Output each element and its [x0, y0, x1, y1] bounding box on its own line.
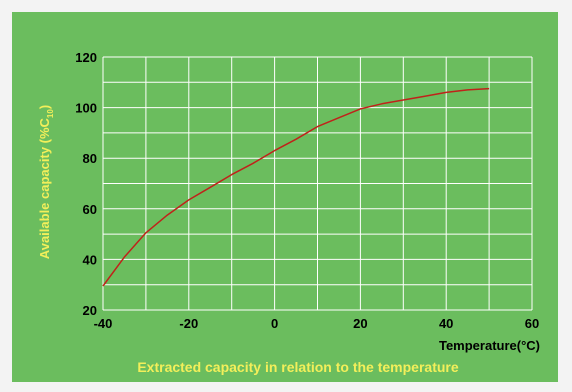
x-tick-label: 40: [439, 316, 453, 331]
y-axis-title-end: ): [37, 105, 52, 109]
grid-lines: [102, 56, 533, 311]
x-tick-label: -40: [94, 316, 113, 331]
y-axis-title-subscript: 10: [46, 109, 55, 118]
y-tick-label: 120: [75, 50, 97, 65]
y-tick-label: 60: [83, 202, 97, 217]
series-line-0: [102, 87, 490, 287]
tick-labels: -40 -20 0 20 40 60 20 40 60 80 100 120: [75, 50, 539, 331]
y-axis-title: Available capacity (%C10): [37, 105, 55, 259]
y-tick-label: 80: [83, 151, 97, 166]
x-tick-label: 0: [271, 316, 278, 331]
x-tick-label: -20: [179, 316, 198, 331]
x-axis-title: Temperature(°C): [439, 338, 540, 353]
series-layer: [102, 87, 490, 287]
chart-caption: Extracted capacity in relation to the te…: [137, 359, 459, 375]
y-tick-label: 100: [75, 101, 97, 116]
y-tick-label: 40: [83, 252, 97, 267]
y-tick-label: 20: [83, 303, 97, 318]
y-axis-title-main: Available capacity (%C: [37, 117, 52, 259]
x-tick-label: 60: [525, 316, 539, 331]
x-tick-label: 20: [353, 316, 367, 331]
